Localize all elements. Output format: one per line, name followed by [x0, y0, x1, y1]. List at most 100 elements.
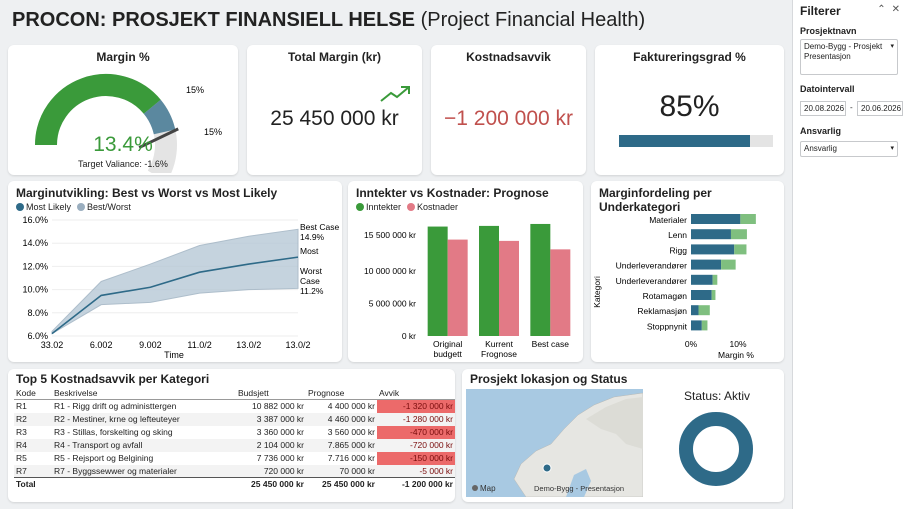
col-header-forecast[interactable]: Prognose: [306, 387, 377, 400]
bar-inntekter: [479, 225, 499, 336]
cell-deviation: -1 320 000 kr: [377, 399, 455, 413]
margin-trend-title: Marginutvikling: Best vs Worst vs Most L…: [16, 186, 278, 200]
page-title: PROCON: PROSJEKT FINANSIELL HELSE (Proje…: [12, 9, 645, 32]
table-row[interactable]: R1 R1 - Rigg drift og administtergen 10 88…: [14, 399, 455, 413]
page-title-sub: (Project Financial Health): [420, 9, 646, 31]
cost-deviation-table-card: Top 5 Kostnadsavvik per Kategori Kode Be…: [8, 369, 455, 502]
cell-code: R7: [14, 464, 52, 478]
x-tick-label: Kurrent: [485, 339, 514, 349]
y-tick-label: 5 000 000 kr: [369, 298, 416, 308]
x-tick-label: 33.02: [41, 340, 64, 350]
table-row[interactable]: R7 R7 - Byggssewwer og materialer 720 000 …: [14, 464, 455, 478]
project-map[interactable]: Map Demo-Bygg - Presentasjon: [466, 389, 643, 497]
cell-description: R2 - Mestiner, krne og lefteuteyer: [52, 412, 236, 426]
map-land-north: [586, 397, 643, 449]
y-tick-label: 6.0%: [27, 331, 48, 341]
bar-margin: [691, 244, 735, 255]
margin-target-variance: Target Valiance: -1.6%: [78, 159, 168, 169]
billing-rate-value: 85%: [659, 90, 720, 123]
date-to-input[interactable]: 20.06.2026: [857, 101, 903, 116]
total-margin-title: Total Margin (kr): [287, 50, 382, 64]
x-tick-label: 9.002: [139, 340, 162, 350]
filter-panel-controls: ⌃✕: [877, 4, 906, 15]
cell-code: R3: [16, 427, 27, 437]
bar-extra: [698, 305, 710, 316]
cell-code: R2: [14, 412, 52, 426]
bar-extra: [712, 274, 718, 285]
scenario-annotation: Worst: [300, 266, 323, 276]
x-tick-label: 6.002: [90, 340, 113, 350]
gauge-fill: [35, 74, 161, 146]
cell-budget: 720 000 kr: [236, 464, 306, 478]
col-header-description[interactable]: Beskrivelse: [52, 387, 236, 400]
margin-kpi-title: Margin %: [96, 50, 150, 64]
date-from-input[interactable]: 20.08.2026: [800, 101, 846, 116]
gauge-target-band: [143, 99, 176, 135]
scenario-annotation: Best Case: [300, 222, 339, 232]
cost-deviation-title: Kostnadsavvik: [466, 50, 551, 64]
table-total-row[interactable]: Total 25 450 000 kr 25 450 000 kr -1 200 00…: [14, 477, 455, 491]
billing-progress-fill: [619, 135, 750, 147]
scenario-annotation: 14.9%: [300, 232, 325, 242]
table-row[interactable]: R4 R4 - Transport og avfall 2 104 000 kr 7.…: [14, 438, 455, 452]
filter-title: Filterer: [800, 4, 841, 18]
col-header-budget[interactable]: Budsjett: [236, 387, 306, 400]
col-header-deviation[interactable]: Avvik: [377, 387, 455, 400]
y-tick-label: 15 500 000 kr: [364, 230, 416, 240]
location-status-title: Prosjekt lokasjon og Status: [470, 372, 628, 386]
y-tick-label: 10 000 000 kr: [364, 266, 416, 276]
bar-extra: [721, 259, 736, 270]
x-tick-label: 0%: [685, 339, 698, 349]
cell-deviation: -5 000 kr: [377, 464, 455, 478]
x-tick-label: 13.0/2: [236, 340, 261, 350]
cell-code: Total: [14, 477, 52, 491]
bar-margin: [691, 229, 731, 240]
legend-best-worst: Best/Worst: [77, 202, 131, 212]
cell-budget: 25 450 000 kr: [236, 477, 306, 491]
best-worst-band: [51, 228, 299, 335]
total-margin-card: Total Margin (kr) 25 450 000 kr: [247, 45, 422, 175]
legend-revenue: Inntekter: [356, 202, 401, 212]
cell-deviation: -150 000 kr: [377, 451, 455, 465]
billing-rate-title: Faktureringsgrad %: [633, 50, 746, 64]
col-header-code[interactable]: Kode: [14, 387, 52, 400]
table-row[interactable]: R5 R5 - Rejsport og Belgining 7 736 000 kr…: [14, 451, 455, 465]
map-logo-icon: [472, 485, 478, 491]
collapse-icon[interactable]: ⌃: [877, 4, 892, 15]
category-label: Reklamasjøn: [637, 306, 687, 316]
bar-extra: [701, 320, 708, 331]
cell-description: R3 - Stillas, forskelting og sking: [54, 427, 173, 437]
table-row[interactable]: R2 R2 - Mestiner, krne og lefteuteyer 3 38…: [14, 412, 455, 426]
responsible-select[interactable]: Ansvarlig ▾: [800, 141, 898, 157]
y-tick-label: 8.0%: [27, 308, 48, 318]
bar-extra: [740, 214, 756, 224]
x-tick-label: budgett: [433, 349, 462, 359]
table-header-row: Kode Beskrivelse Budsjett Prognose Avvik: [14, 387, 455, 400]
cell-description: R4 - Transport og avfall: [52, 438, 236, 452]
category-label: Rotamagøn: [643, 291, 688, 301]
gauge-needle: [138, 127, 179, 149]
close-icon[interactable]: ✕: [891, 4, 906, 15]
trend-up-icon: [380, 86, 410, 102]
category-label: Lenn: [668, 230, 687, 240]
location-status-card: Prosjekt lokasjon og Status Map Demo-Byg…: [462, 369, 784, 502]
revenue-cost-card: Inntekter vs Kostnader: Prognose Inntekt…: [348, 181, 583, 362]
y-tick-label: 14.0%: [22, 238, 48, 248]
date-separator: -: [850, 103, 853, 112]
billing-rate-card: Faktureringsgrad % 85%: [595, 45, 784, 175]
table-row[interactable]: R3 R3 - Stillas, forskelting og sking 3 36…: [14, 425, 455, 439]
page-title-main: PROCON: PROSJEKT FINANSIELL HELSE: [12, 9, 416, 31]
cost-deviation-card: Kostnadsavvik −1 200 000 kr: [431, 45, 586, 175]
category-label: Underleverandører: [616, 276, 688, 286]
y-axis-label: Kategori: [592, 276, 602, 308]
category-label: Rigg: [670, 245, 688, 255]
bar-margin: [691, 259, 722, 270]
margin-kpi-card: Margin % 15% 15% 13.4% Target Valiance: …: [8, 45, 238, 175]
margin-breakdown-chart: Materialer Lenn Rigg Underleverandører Under…: [592, 214, 756, 360]
cell-code: R5: [16, 453, 27, 463]
gauge-tick-bottom: 15%: [204, 127, 222, 137]
category-label: Underleverandører: [616, 261, 688, 271]
cell-deviation: -1 200 000 kr: [377, 477, 455, 491]
x-tick-label: 10%: [729, 339, 746, 349]
project-select[interactable]: Demo-Bygg - Prosjekt Presentasjon ▾: [800, 39, 898, 75]
